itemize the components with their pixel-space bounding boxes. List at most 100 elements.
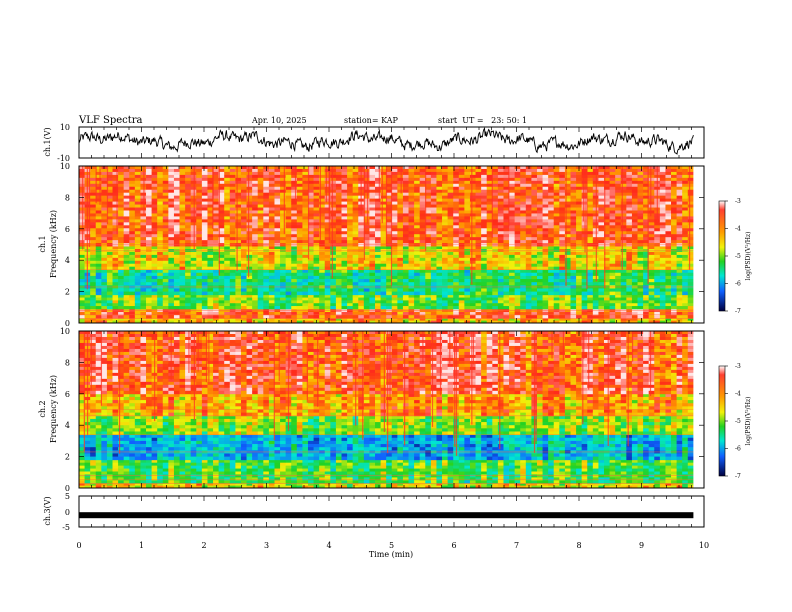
spectrogram-cell (162, 257, 169, 262)
spectrogram-cell (95, 204, 102, 208)
spectrogram-cell (475, 174, 482, 179)
spectrogram-cell (79, 291, 85, 296)
spectrogram-cell (598, 303, 605, 307)
spectrogram-cell (263, 195, 270, 200)
spectrogram-cell (101, 300, 108, 304)
spectrogram-cell (352, 251, 359, 256)
spectrogram-cell (185, 291, 192, 296)
spectrogram-cell (375, 257, 382, 262)
spectrogram-cell (352, 282, 359, 286)
spectrogram-cell (296, 315, 303, 319)
spectrogram-cell (263, 251, 270, 256)
spectrogram-cell (112, 288, 119, 292)
spectrogram-cell (352, 318, 359, 322)
spectrogram-cell (274, 183, 281, 188)
spectrogram-cell (369, 297, 376, 301)
spectrogram-cell (213, 315, 220, 319)
spectrogram-cell (671, 279, 678, 283)
spectrogram-cell (240, 263, 247, 268)
spectrogram-cell (369, 294, 376, 298)
spectrogram-cell (442, 189, 449, 194)
spectrogram-cell (553, 300, 560, 304)
spectrogram-cell (469, 216, 476, 220)
spectrogram-cell (458, 174, 465, 179)
spectrogram-cell (257, 282, 264, 286)
spectrogram-cell (151, 266, 158, 271)
spectrogram-cell (397, 234, 404, 238)
spectrogram-cell (419, 300, 426, 304)
spectrogram-cell (146, 213, 153, 217)
spectrogram-cell (319, 231, 326, 235)
spectrogram-cell (453, 192, 460, 197)
spectrogram-cell (419, 294, 426, 298)
spectrogram-cell (430, 216, 437, 220)
spectrogram-cell (285, 186, 292, 191)
spectrogram-cell (408, 168, 415, 173)
spectrogram-cell (458, 171, 465, 176)
spectrogram-cell (335, 207, 342, 211)
spectrogram-cell (330, 312, 337, 316)
spectrogram-cell (620, 251, 627, 256)
spectrogram-cell (576, 246, 583, 250)
spectrogram-cell (213, 216, 220, 220)
spectrogram-cell (90, 228, 97, 232)
spectrogram-cell (246, 263, 253, 268)
spectrogram-cell (157, 297, 164, 301)
spectrogram-cell (106, 168, 113, 173)
spectrogram-cell (654, 297, 661, 301)
spectrogram-cell (481, 225, 488, 229)
spectrogram-cell (391, 260, 398, 265)
spectrogram-cell (179, 266, 186, 271)
spectrogram-cell (341, 282, 348, 286)
spectrogram-cell (335, 186, 342, 191)
spectrogram-cell (95, 251, 102, 256)
spectrogram-cell (173, 171, 180, 176)
spectrogram-cell (447, 201, 454, 205)
spectrogram-cell (134, 272, 141, 277)
spectrogram-cell (162, 207, 169, 211)
spectrogram-cell (123, 183, 130, 188)
spectrogram-cell (358, 269, 365, 274)
spectrogram-cell (648, 294, 655, 298)
spectrogram-cell (201, 266, 208, 271)
spectrogram-cell (330, 166, 337, 170)
spectrogram-cell (592, 291, 599, 296)
spectrogram-cell (263, 192, 270, 197)
spectrogram-cell (146, 234, 153, 238)
spectrogram-cell (402, 272, 409, 277)
spectrogram-cell (481, 282, 488, 286)
spectrogram-cell (324, 186, 331, 191)
spectrogram-cell (375, 192, 382, 197)
spectrogram-cell (430, 288, 437, 292)
spectrogram-cell (598, 315, 605, 319)
spectrogram-cell (252, 192, 259, 197)
spectrogram-cell (296, 294, 303, 298)
spectrogram-cell (263, 213, 270, 217)
spectrogram-cell (173, 266, 180, 271)
spectrogram-cell (134, 201, 141, 205)
spectrogram-cell (358, 288, 365, 292)
spectrogram-cell (682, 246, 689, 250)
spectrogram-cell (430, 251, 437, 256)
spectrogram-cell (391, 180, 398, 185)
spectrogram-cell (319, 186, 326, 191)
spectrogram-cell (458, 303, 465, 307)
spectrogram-cell (79, 260, 85, 265)
spectrogram-cell (598, 300, 605, 304)
spectrogram-cell (185, 166, 192, 170)
spectrogram-cell (665, 303, 672, 307)
spectrogram-cell (207, 186, 214, 191)
spectrogram-cell (386, 312, 393, 316)
spectrogram-cell (151, 231, 158, 235)
spectrogram-cell (296, 297, 303, 301)
spectrogram-cell (419, 231, 426, 235)
spectrogram-cell (425, 300, 432, 304)
spectrogram-cell (235, 198, 242, 202)
spectrogram-cell (95, 192, 102, 197)
spectrogram-cell (469, 204, 476, 208)
spectrogram-cell (347, 174, 354, 179)
spectrogram-cell (229, 216, 236, 220)
spectrogram-cell (587, 297, 594, 301)
spectrogram-cell (631, 269, 638, 274)
spectrogram-cell (447, 237, 454, 241)
